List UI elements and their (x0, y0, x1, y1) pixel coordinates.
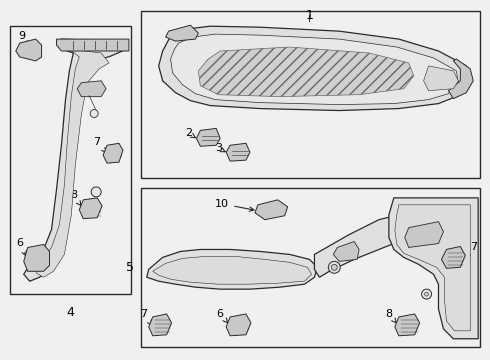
Polygon shape (166, 25, 198, 41)
Polygon shape (149, 314, 172, 336)
Polygon shape (198, 47, 414, 96)
Polygon shape (315, 215, 416, 277)
Text: 10: 10 (215, 199, 254, 211)
Text: 7: 7 (140, 309, 152, 325)
Circle shape (425, 292, 429, 296)
Polygon shape (196, 129, 220, 146)
Bar (10, 26, 131, 294)
Polygon shape (147, 249, 318, 289)
Polygon shape (448, 59, 473, 99)
Polygon shape (171, 34, 458, 105)
Polygon shape (79, 198, 102, 219)
Bar (141, 188, 480, 347)
Text: 1: 1 (306, 9, 314, 22)
Polygon shape (405, 222, 443, 247)
Text: 3: 3 (215, 143, 225, 153)
Polygon shape (226, 143, 250, 161)
Polygon shape (159, 26, 470, 111)
Text: 7: 7 (94, 137, 106, 152)
Polygon shape (395, 205, 470, 331)
Text: 5: 5 (126, 261, 134, 274)
Text: 7: 7 (466, 243, 477, 258)
Polygon shape (153, 256, 312, 284)
Polygon shape (255, 200, 288, 220)
Polygon shape (333, 242, 359, 261)
Circle shape (328, 261, 340, 273)
Polygon shape (226, 314, 251, 336)
Text: 2: 2 (185, 129, 196, 138)
Text: 8: 8 (70, 190, 81, 206)
Polygon shape (56, 39, 129, 51)
Polygon shape (77, 81, 106, 96)
Circle shape (331, 264, 337, 270)
Text: 4: 4 (67, 306, 74, 319)
Polygon shape (103, 143, 123, 163)
Polygon shape (389, 198, 478, 339)
Polygon shape (24, 39, 127, 281)
Polygon shape (37, 49, 109, 277)
Polygon shape (24, 244, 49, 271)
Text: 6: 6 (16, 238, 26, 256)
Polygon shape (424, 66, 458, 91)
Polygon shape (441, 247, 466, 268)
Circle shape (91, 187, 101, 197)
Polygon shape (395, 314, 419, 336)
Text: 8: 8 (385, 309, 397, 324)
Text: 9: 9 (18, 31, 28, 46)
Circle shape (90, 109, 98, 117)
Text: 6: 6 (217, 309, 228, 324)
Polygon shape (16, 39, 42, 61)
Bar (141, 11, 480, 178)
Circle shape (421, 289, 432, 299)
